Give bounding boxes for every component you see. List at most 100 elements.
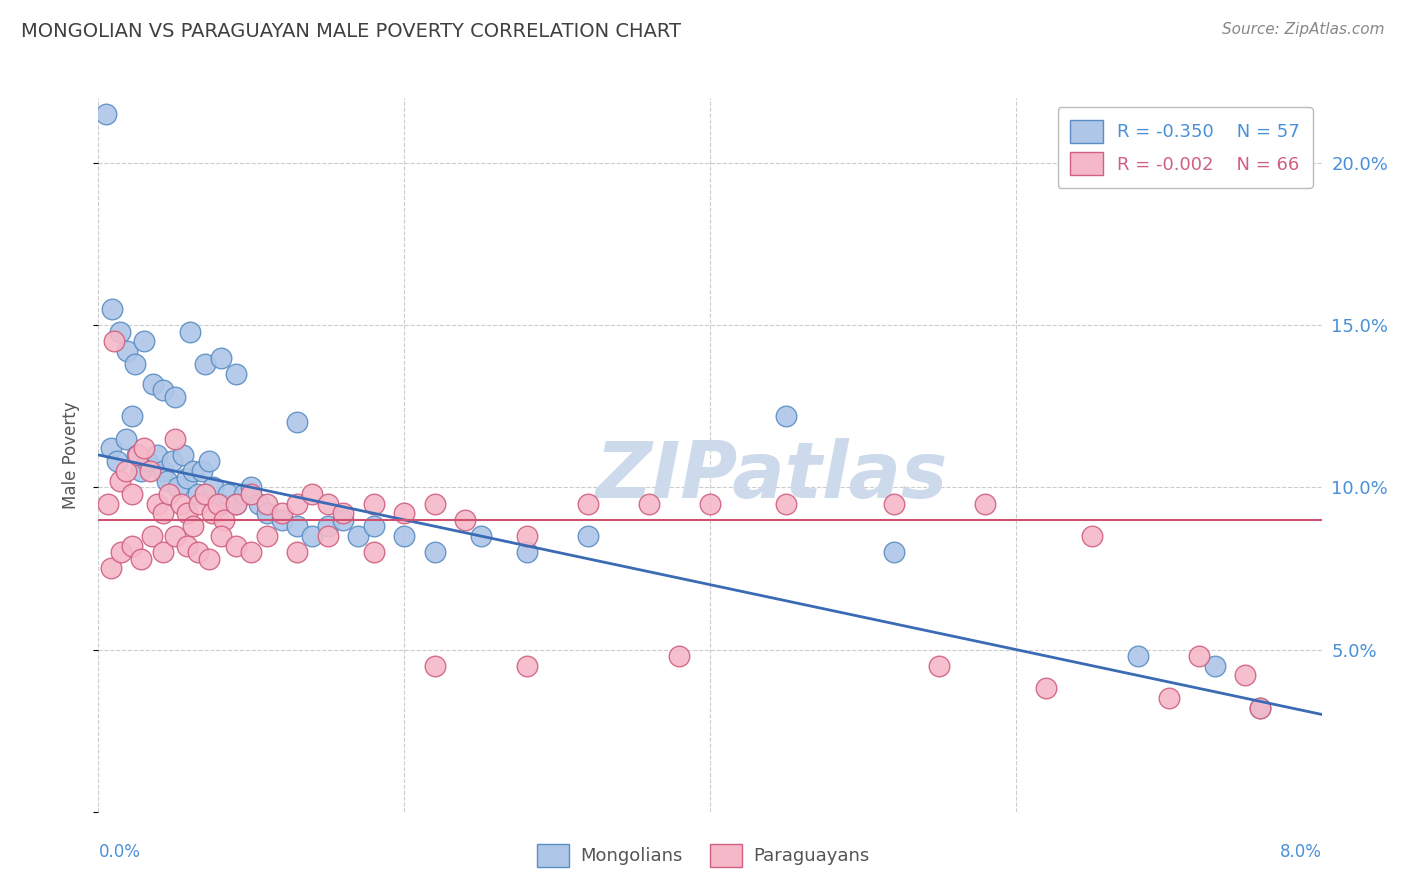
Point [200, 506, 222, 520]
Point [160, 454, 183, 468]
Point [240, 545, 263, 559]
Point [209, 529, 232, 543]
Point [97, 497, 120, 511]
Point [515, 529, 537, 543]
Point [152, 464, 174, 478]
Point [270, 506, 294, 520]
Point [1204, 658, 1226, 673]
Point [179, 325, 201, 339]
Text: 8.0%: 8.0% [1279, 843, 1322, 861]
Point [94, 107, 117, 121]
Point [187, 545, 209, 559]
Point [188, 497, 211, 511]
Point [181, 464, 204, 478]
Point [225, 497, 247, 511]
Point [240, 480, 263, 494]
Point [699, 497, 721, 511]
Point [157, 487, 180, 501]
Point [108, 474, 131, 488]
Point [145, 448, 167, 462]
Point [392, 529, 416, 543]
Point [256, 529, 278, 543]
Point [974, 497, 997, 511]
Point [225, 539, 247, 553]
Point [101, 301, 124, 316]
Point [163, 432, 186, 446]
Point [247, 497, 270, 511]
Point [270, 513, 294, 527]
Point [316, 529, 339, 543]
Point [197, 454, 219, 468]
Point [347, 529, 370, 543]
Point [1234, 668, 1257, 682]
Point [285, 519, 308, 533]
Point [207, 497, 229, 511]
Point [134, 334, 156, 349]
Text: 0.0%: 0.0% [98, 843, 141, 861]
Point [470, 529, 492, 543]
Point [638, 497, 661, 511]
Point [668, 648, 690, 663]
Point [194, 487, 217, 501]
Point [423, 545, 446, 559]
Y-axis label: Male Poverty: Male Poverty [62, 401, 80, 508]
Point [105, 454, 128, 468]
Point [209, 351, 232, 365]
Legend: Mongolians, Paraguayans: Mongolians, Paraguayans [530, 837, 876, 874]
Point [191, 464, 214, 478]
Point [301, 487, 323, 501]
Point [217, 487, 239, 501]
Point [363, 519, 385, 533]
Point [125, 448, 148, 462]
Point [332, 513, 354, 527]
Point [225, 497, 247, 511]
Point [100, 442, 122, 456]
Point [142, 376, 165, 391]
Point [176, 470, 198, 484]
Point [423, 658, 446, 673]
Point [121, 539, 143, 553]
Point [576, 529, 599, 543]
Text: Source: ZipAtlas.com: Source: ZipAtlas.com [1222, 22, 1385, 37]
Point [1035, 681, 1057, 696]
Point [1081, 529, 1104, 543]
Point [1157, 691, 1180, 706]
Point [212, 513, 235, 527]
Point [883, 497, 905, 511]
Point [181, 519, 204, 533]
Point [775, 497, 797, 511]
Point [202, 480, 225, 494]
Point [172, 448, 194, 462]
Point [883, 545, 905, 559]
Point [187, 487, 209, 501]
Point [363, 545, 385, 559]
Point [301, 529, 323, 543]
Point [256, 497, 278, 511]
Point [332, 506, 354, 520]
Point [136, 454, 159, 468]
Point [1128, 648, 1150, 663]
Text: ZIPatlas: ZIPatlas [595, 438, 948, 515]
Point [152, 545, 174, 559]
Point [928, 658, 950, 673]
Point [576, 497, 599, 511]
Point [100, 561, 122, 575]
Point [163, 390, 186, 404]
Point [232, 487, 254, 501]
Point [127, 448, 149, 462]
Legend: R = -0.350    N = 57, R = -0.002    N = 66: R = -0.350 N = 57, R = -0.002 N = 66 [1057, 107, 1313, 188]
Point [163, 529, 186, 543]
Point [115, 432, 138, 446]
Point [108, 325, 131, 339]
Point [134, 442, 156, 456]
Point [209, 497, 232, 511]
Text: MONGOLIAN VS PARAGUAYAN MALE POVERTY CORRELATION CHART: MONGOLIAN VS PARAGUAYAN MALE POVERTY COR… [21, 22, 681, 41]
Point [124, 357, 146, 371]
Point [152, 506, 174, 520]
Point [285, 416, 308, 430]
Point [316, 497, 339, 511]
Point [156, 474, 179, 488]
Point [285, 545, 308, 559]
Point [197, 551, 219, 566]
Point [392, 506, 416, 520]
